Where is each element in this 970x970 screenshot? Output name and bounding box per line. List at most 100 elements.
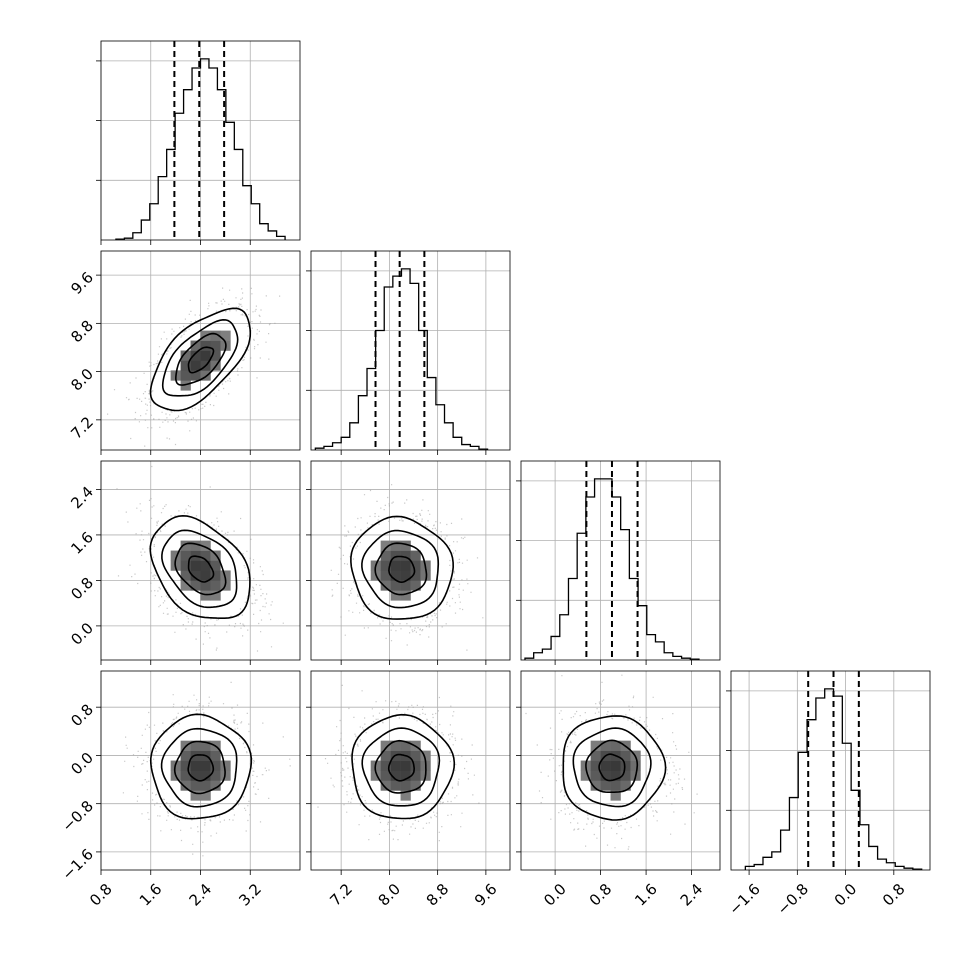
y-tick-label: 9.6 — [67, 268, 97, 298]
contour-0 — [187, 555, 215, 583]
density-cell — [190, 350, 201, 361]
contour-3 — [351, 713, 456, 820]
density-cell — [210, 750, 221, 761]
density-cell — [400, 760, 411, 771]
density-cell — [380, 750, 391, 761]
y-tick-label: 1.6 — [67, 528, 97, 558]
contour-1 — [374, 542, 428, 596]
density-cell — [200, 780, 211, 791]
contour-2 — [161, 318, 239, 397]
density-cell — [400, 770, 411, 781]
contour-1 — [585, 739, 639, 793]
contour-2 — [161, 529, 238, 609]
density-cell — [620, 770, 631, 781]
density-cell — [410, 580, 421, 591]
hist-panel-2 — [516, 460, 721, 665]
density-cell — [210, 760, 221, 771]
density-cell — [370, 770, 381, 781]
contour-1 — [173, 740, 226, 795]
contour-2 — [160, 727, 238, 808]
density-cell — [200, 770, 211, 781]
density-cell — [590, 780, 601, 791]
density-cell — [410, 570, 421, 581]
density-cell — [390, 780, 401, 791]
contour-0 — [387, 753, 416, 782]
density-cell — [180, 360, 191, 371]
density-cell — [610, 760, 621, 771]
panel-frame — [100, 40, 301, 241]
density-cell — [180, 380, 191, 391]
density-cell — [380, 760, 391, 771]
pair-panel-3-0 — [96, 670, 301, 875]
density-cell — [200, 570, 211, 581]
x-tick-label: 0.8 — [86, 880, 116, 910]
density-cell — [210, 590, 221, 601]
density-cell — [390, 570, 401, 581]
density-cell — [390, 760, 401, 771]
density-cell — [190, 340, 201, 351]
density-cell — [200, 340, 211, 351]
density-cell — [180, 550, 191, 561]
x-tick-label: 0.8 — [879, 880, 909, 910]
y-tick-label: 0.8 — [67, 574, 97, 604]
density-cell — [400, 740, 411, 751]
pair-panel-2-1 — [306, 460, 511, 665]
y-tick-label: 8.0 — [67, 365, 97, 395]
density-cell — [390, 740, 401, 751]
density-cell — [600, 780, 611, 791]
density-cell — [210, 580, 221, 591]
density-cell — [180, 750, 191, 761]
density-cell — [600, 740, 611, 751]
y-tick-label: 0.0 — [67, 619, 97, 649]
contour-1 — [374, 739, 427, 794]
x-tick-label: 1.6 — [631, 880, 661, 910]
panel-frame — [310, 670, 511, 871]
density-cell — [400, 790, 411, 801]
density-cell — [390, 540, 401, 551]
histogram-0 — [115, 58, 286, 240]
density-cell — [400, 590, 411, 601]
density-cell — [610, 740, 621, 751]
density-cell — [380, 580, 391, 591]
y-tick-label: −1.6 — [59, 845, 97, 883]
density-cell — [590, 740, 601, 751]
hist-panel-1 — [306, 250, 511, 455]
y-tick-label: 8.8 — [67, 317, 97, 347]
x-tick-label: −1.6 — [725, 880, 763, 918]
panel-frame — [520, 670, 721, 871]
contour-3 — [150, 713, 253, 820]
density-cell — [380, 540, 391, 551]
pair-panel-3-2 — [516, 670, 721, 875]
density-cell — [400, 550, 411, 561]
panel-frame — [730, 670, 931, 871]
density-cell — [210, 350, 221, 361]
density-cell — [180, 580, 191, 591]
density-cell — [180, 760, 191, 771]
x-tick-label: 7.2 — [326, 880, 356, 910]
density-cell — [410, 780, 421, 791]
density-cell — [190, 560, 201, 571]
density-cell — [200, 590, 211, 601]
density-cell — [390, 560, 401, 571]
density-cell — [590, 760, 601, 771]
density-cell — [380, 570, 391, 581]
hist-panel-0 — [96, 40, 301, 245]
density-cell — [410, 750, 421, 761]
contour-3 — [562, 715, 667, 821]
contour-0 — [187, 346, 215, 374]
x-tick-label: 3.2 — [235, 880, 265, 910]
density-cell — [610, 790, 621, 801]
density-cell — [210, 570, 221, 581]
pair-panel-2-0 — [96, 460, 301, 665]
density-cell — [400, 570, 411, 581]
density-cell — [200, 540, 211, 551]
density-cell — [610, 780, 621, 791]
density-cell — [410, 760, 421, 771]
y-tick-label: 7.2 — [67, 413, 97, 443]
histogram-1 — [314, 268, 489, 450]
y-tick-label: −0.8 — [59, 797, 97, 835]
density-cell — [190, 540, 201, 551]
density-cell — [600, 770, 611, 781]
density-cell — [590, 770, 601, 781]
